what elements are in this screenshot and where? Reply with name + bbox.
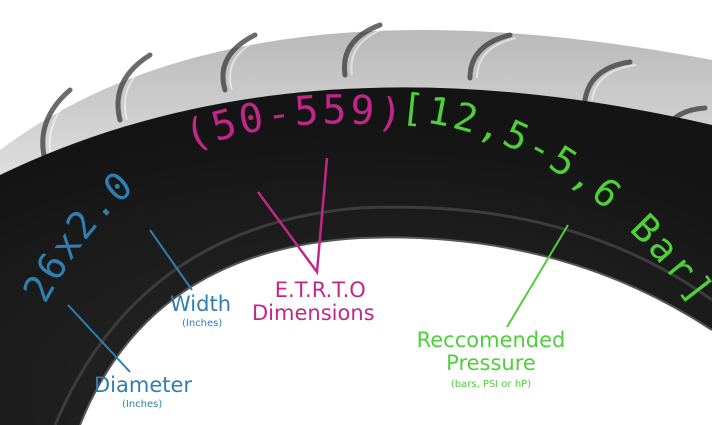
leader-pressure	[506, 224, 569, 328]
tire-rim-opening	[80, 237, 712, 425]
diameter-unit: (Inches)	[122, 399, 163, 410]
sidewall-bead	[53, 205, 712, 425]
etrto-callout: E.T.R.T.O Dimensions	[252, 280, 375, 324]
pressure-label-line1: Reccomended	[416, 328, 566, 352]
etrto-label-line1: E.T.R.T.O	[274, 278, 366, 302]
leader-diameter	[67, 304, 131, 373]
diameter-callout: Diameter (Inches)	[94, 375, 192, 410]
pressure-label-line2: Pressure	[446, 351, 536, 375]
width-callout: Width (Inches)	[170, 294, 231, 329]
width-unit: (Inches)	[182, 318, 223, 329]
pressure-callout: Reccomended Pressure (bars, PSI or hP)	[396, 330, 586, 390]
diameter-label: Diameter	[94, 373, 193, 397]
pressure-units: (bars, PSI or hP)	[450, 379, 532, 390]
width-label: Width	[170, 292, 232, 316]
tread-grooves	[40, 22, 708, 163]
leader-etrto	[256, 157, 329, 276]
leader-width	[149, 229, 193, 291]
etrto-label-line2: Dimensions	[252, 301, 375, 325]
